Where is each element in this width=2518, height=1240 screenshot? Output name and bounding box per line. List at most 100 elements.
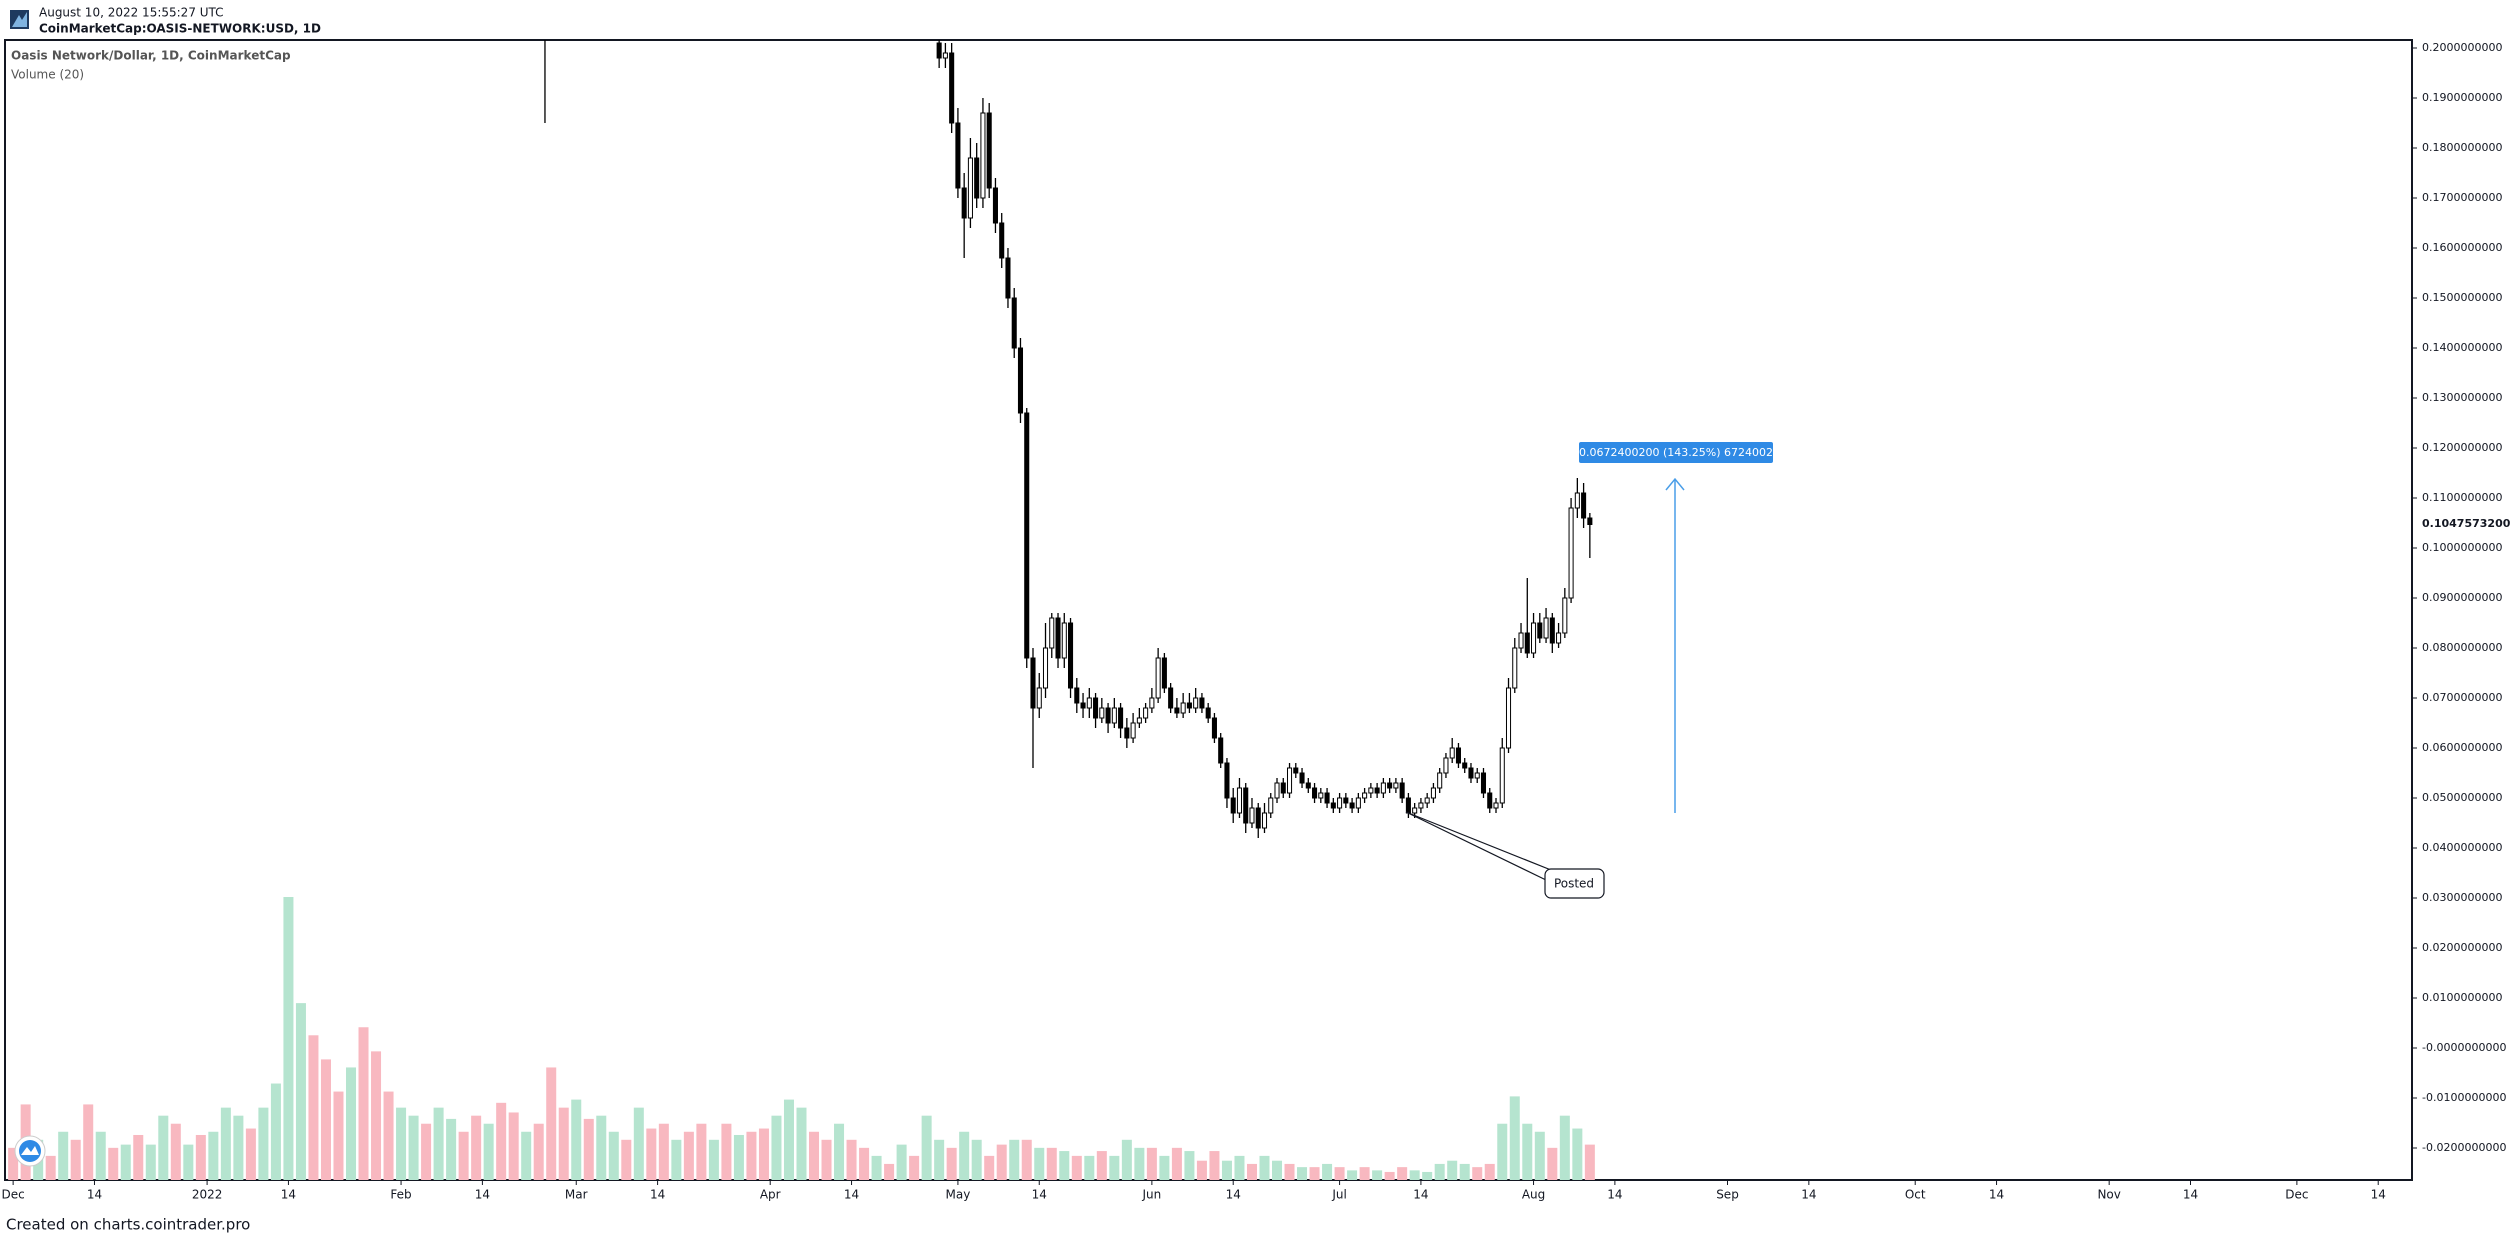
volume-bar xyxy=(45,1155,56,1180)
x-tick-label: Feb xyxy=(390,1188,411,1202)
candle-layer xyxy=(544,40,1593,838)
volume-bar xyxy=(1009,1139,1020,1180)
volume-bar xyxy=(696,1123,707,1180)
candle-body xyxy=(1518,632,1524,649)
candle-body xyxy=(1274,782,1280,799)
volume-bar xyxy=(483,1123,494,1180)
candle-body xyxy=(1211,717,1217,739)
volume-bar xyxy=(170,1123,181,1180)
candle-body xyxy=(1405,797,1411,814)
y-tick-label: 0.1200000000 xyxy=(2422,441,2502,454)
candle-body xyxy=(1168,687,1174,709)
volume-bar xyxy=(783,1099,794,1180)
x-tick-label: 14 xyxy=(1607,1188,1622,1202)
volume-bar xyxy=(708,1139,719,1180)
candle-body xyxy=(1068,622,1074,689)
volume-bar xyxy=(1309,1167,1320,1180)
x-tick-label: 14 xyxy=(650,1188,665,1202)
volume-bar xyxy=(521,1131,532,1180)
volume-bar xyxy=(1171,1147,1182,1180)
y-tick-label: 0.1100000000 xyxy=(2422,491,2502,504)
y-tick-label: 0.0300000000 xyxy=(2422,891,2502,904)
candle-body xyxy=(1042,647,1049,689)
candle-body xyxy=(942,52,948,59)
volume-bar xyxy=(546,1067,557,1180)
volume-bar xyxy=(1522,1123,1533,1180)
x-tick-label: 14 xyxy=(2371,1188,2386,1202)
x-tick-label: 14 xyxy=(1413,1188,1428,1202)
candle-body xyxy=(1499,747,1505,804)
candle-body xyxy=(1562,597,1568,634)
volume-bar xyxy=(809,1131,820,1180)
volume-bar xyxy=(1409,1170,1420,1180)
candle-body xyxy=(1581,492,1587,519)
volume-bar xyxy=(1034,1147,1045,1180)
y-tick-label: 0.1900000000 xyxy=(2422,91,2502,104)
volume-bar xyxy=(408,1115,419,1180)
volume-bar xyxy=(1547,1147,1558,1180)
candle-body xyxy=(1268,797,1274,814)
candle-body xyxy=(1180,702,1186,714)
volume-bar xyxy=(283,897,294,1180)
candle-body xyxy=(980,112,986,199)
volume-bar xyxy=(1572,1128,1583,1180)
volume-bar xyxy=(1334,1167,1345,1180)
volume-bar xyxy=(996,1144,1007,1180)
x-tick-label: 14 xyxy=(1989,1188,2004,1202)
candle-body xyxy=(1024,412,1030,659)
x-tick-label: 14 xyxy=(475,1188,490,1202)
volume-bar xyxy=(83,1104,94,1180)
volume-bar xyxy=(1272,1160,1283,1180)
volume-bar xyxy=(1322,1163,1333,1180)
candle-body xyxy=(1468,767,1474,779)
volume-bar xyxy=(959,1131,970,1180)
volume-bar xyxy=(1134,1147,1145,1180)
volume-bar xyxy=(1121,1139,1132,1180)
y-tick-label: 0.0100000000 xyxy=(2422,991,2502,1004)
candle-body xyxy=(1161,657,1167,689)
candle-body xyxy=(1512,647,1518,689)
volume-bar xyxy=(1221,1160,1232,1180)
candle-body xyxy=(1455,747,1461,764)
volume-bar xyxy=(796,1107,807,1180)
x-tick-label: 14 xyxy=(1226,1188,1241,1202)
volume-bar xyxy=(70,1139,81,1180)
header-symbol: CoinMarketCap:OASIS-NETWORK:USD, 1D xyxy=(39,22,321,36)
volume-bar xyxy=(120,1144,131,1180)
candle-body xyxy=(1324,792,1330,804)
callout-text: Posted xyxy=(1554,877,1594,891)
candle-body xyxy=(1418,802,1424,809)
y-tick-label: 0.1800000000 xyxy=(2422,141,2502,154)
volume-bar xyxy=(1459,1163,1470,1180)
candle-body xyxy=(1080,702,1086,709)
candle-body xyxy=(1480,772,1487,794)
volume-bar xyxy=(1422,1171,1433,1180)
candle-body xyxy=(1124,727,1130,739)
volume-bar xyxy=(971,1139,982,1180)
candle-body xyxy=(1130,722,1136,739)
candle-body xyxy=(967,157,973,219)
candle-body xyxy=(999,222,1005,259)
volume-bar xyxy=(646,1128,657,1180)
volume-bar xyxy=(746,1131,757,1180)
volume-bar xyxy=(433,1107,444,1180)
volume-bar xyxy=(1096,1151,1107,1180)
x-tick-label: Nov xyxy=(2097,1188,2120,1202)
candle-body xyxy=(986,112,992,189)
candle-body xyxy=(1036,687,1042,709)
candle-body xyxy=(1186,702,1192,709)
candle-body xyxy=(1011,297,1017,349)
volume-bar xyxy=(496,1102,507,1180)
candle-body xyxy=(1105,707,1111,724)
volume-bar xyxy=(270,1083,281,1180)
volume-bar xyxy=(771,1115,782,1180)
candle-body xyxy=(955,122,961,189)
candle-body xyxy=(1030,657,1036,709)
measure-label: 0.0672400200 (143.25%) 6724002 xyxy=(1579,446,1773,459)
volume-bar xyxy=(1297,1167,1308,1180)
volume-bar xyxy=(133,1134,144,1180)
volume-bar xyxy=(884,1163,895,1180)
volume-bar xyxy=(233,1115,244,1180)
